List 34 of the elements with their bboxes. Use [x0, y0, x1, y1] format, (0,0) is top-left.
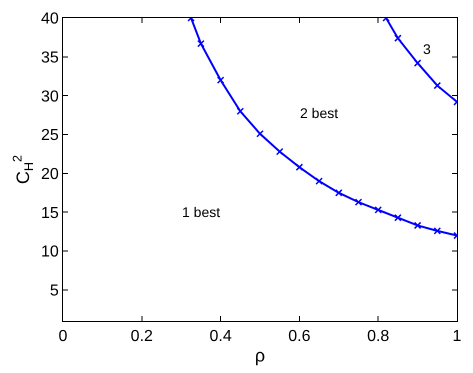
point [394, 34, 402, 42]
y-tick-label: 15 [41, 204, 59, 222]
x-axis-title: ρ [254, 345, 266, 366]
point [236, 107, 244, 115]
point [335, 189, 343, 197]
point [394, 214, 402, 222]
y-tick-label: 25 [41, 127, 59, 144]
y-tick-label: 20 [41, 166, 59, 183]
x-tick-label: 0.6 [288, 328, 311, 346]
point [434, 82, 442, 90]
x-tick-label: 0 [58, 328, 68, 346]
point [276, 148, 284, 156]
point [256, 130, 264, 138]
y-tick-label: 35 [41, 49, 59, 66]
x-tick-label: 0.8 [367, 328, 390, 346]
point [414, 222, 422, 230]
annotation: 1 best [182, 204, 220, 220]
y-tick-label: 10 [41, 244, 59, 261]
x-tick-label: 0.4 [209, 328, 232, 346]
point [354, 198, 362, 206]
point [434, 227, 442, 235]
point [414, 59, 422, 67]
point [296, 163, 304, 171]
x-tick-label: 0.2 [130, 328, 154, 346]
point [197, 40, 205, 48]
y-tick-label: 5 [50, 282, 59, 300]
annotation: 3 [423, 41, 431, 57]
y-tick-label: 30 [41, 88, 59, 106]
y-tick-label: 40 [41, 10, 59, 28]
point [315, 177, 323, 185]
point [374, 206, 382, 214]
annotation: 2 best [300, 105, 338, 121]
x-tick-label: 1 [452, 328, 462, 346]
point [216, 76, 224, 84]
